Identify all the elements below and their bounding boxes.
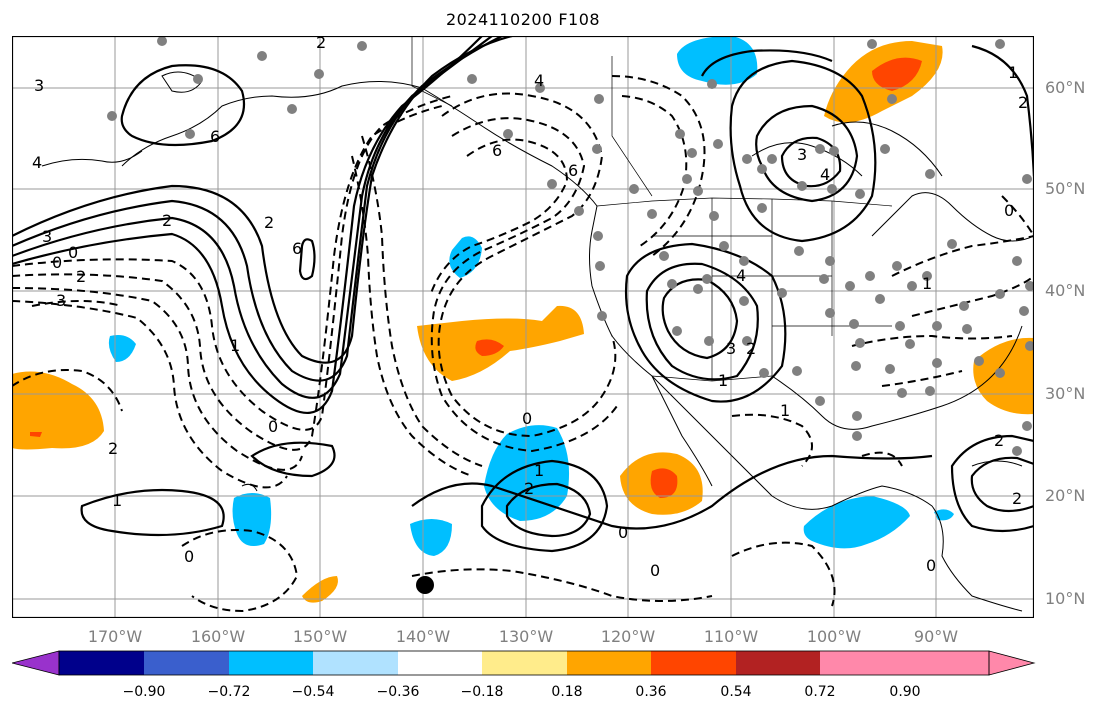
lat-label-50n: 50°N	[1045, 179, 1086, 198]
observation-dots	[107, 36, 1034, 456]
contour-label: 2	[994, 431, 1004, 450]
lon-label-140w: 140°W	[395, 627, 451, 646]
lat-label-60n: 60°N	[1045, 78, 1086, 97]
contour-label: 6	[210, 127, 220, 146]
shaded-anomaly-regions	[12, 36, 1034, 603]
contour-label: 3	[726, 339, 736, 358]
negative-anomaly	[484, 425, 570, 521]
lat-label-20n: 20°N	[1045, 486, 1086, 505]
coastlines	[41, 71, 1034, 612]
storm-center-marker	[416, 576, 434, 594]
colorbar-swatch	[736, 651, 820, 675]
lon-label-170w: 170°W	[87, 627, 143, 646]
contour-label: 4	[32, 153, 42, 172]
colorbar-tick: 0.18	[551, 684, 583, 700]
colorbar-tick: −0.90	[122, 684, 166, 700]
strong-positive-anomaly	[30, 432, 42, 437]
colorbar-tick: −0.72	[207, 684, 251, 700]
contour-label: 0	[522, 409, 532, 428]
negative-anomaly	[108, 335, 136, 362]
colorbar-tick: 0.90	[889, 684, 921, 700]
contour-label: 0	[1004, 201, 1014, 220]
contour-label: 2	[162, 211, 172, 230]
contour-label: 2	[108, 439, 118, 458]
contour-label: 2	[1018, 93, 1028, 112]
contour-label: 0	[650, 561, 660, 580]
political-boundaries	[411, 36, 893, 382]
positive-anomaly	[417, 305, 584, 381]
lon-label-100w: 100°W	[806, 627, 862, 646]
negative-anomaly	[410, 519, 452, 556]
contour-label: 2	[316, 36, 326, 52]
contour-label: 0	[618, 523, 628, 542]
colorbar-swatch	[651, 651, 736, 675]
contour-label: 3	[56, 291, 66, 310]
contour-label: 1	[112, 491, 122, 510]
colorbar-tick: 0.36	[635, 684, 667, 700]
contour-label: 0	[52, 253, 62, 272]
contour-label: 1	[230, 336, 240, 355]
colorbar-swatch	[59, 651, 144, 675]
contour-label: 1	[534, 461, 544, 480]
lon-label-130w: 130°W	[498, 627, 554, 646]
lat-label-40n: 40°N	[1045, 281, 1086, 300]
colorbar-extend-high	[988, 650, 1036, 676]
lon-label-160w: 160°W	[190, 627, 246, 646]
colorbar-tick: 0.72	[804, 684, 836, 700]
contour-label: 0	[926, 556, 936, 575]
contour-label: 1	[780, 401, 790, 420]
contour-label: 0	[184, 547, 194, 566]
contour-label: 3	[797, 145, 807, 164]
strong-positive-anomaly	[872, 57, 922, 91]
colorbar-tick: −0.18	[460, 684, 504, 700]
contour-label: 4	[820, 165, 830, 184]
colorbar-extend-low	[11, 650, 60, 676]
contour-label: 2	[1012, 489, 1022, 508]
contour-label: 2	[76, 267, 86, 286]
contour-label: 4	[736, 266, 746, 285]
contours-dashed	[12, 75, 1034, 613]
negative-anomaly	[232, 493, 272, 547]
contour-label: 0	[68, 243, 78, 262]
contour-label: 6	[568, 161, 578, 180]
negative-anomaly	[803, 496, 910, 549]
contours-solid	[12, 36, 1034, 553]
contour-label: 6	[492, 141, 502, 160]
lon-label-120w: 120°W	[600, 627, 656, 646]
colorbar-swatch	[820, 651, 905, 675]
colorbar-swatch	[313, 651, 398, 675]
map-title: 2024110200 F108	[445, 10, 601, 29]
strong-positive-anomaly	[475, 339, 504, 356]
map-panel: 3 4 6 2 3 0 2 3 0 2 1 0 1 2 2 6 4 6 3 4 …	[12, 36, 1034, 618]
lon-label-90w: 90°W	[913, 627, 959, 646]
contour-label: 3	[42, 227, 52, 246]
contour-label: 3	[34, 76, 44, 95]
contour-labels: 3 4 6 2 3 0 2 3 0 2 1 0 1 2 2 6 4 6 3 4 …	[32, 36, 1028, 580]
contour-label: 2	[524, 479, 534, 498]
colorbar-swatch	[567, 651, 651, 675]
lon-label-150w: 150°W	[292, 627, 348, 646]
strong-positive-anomaly	[650, 468, 678, 498]
contour-label: 1	[1008, 63, 1018, 82]
colorbar-swatch	[482, 651, 567, 675]
contour-label: 6	[292, 239, 302, 258]
colorbar-swatch	[398, 651, 482, 675]
contour-label: 4	[534, 71, 544, 90]
lat-label-10n: 10°N	[1045, 589, 1086, 608]
positive-anomaly	[12, 371, 104, 450]
colorbar-tick: −0.36	[376, 684, 420, 700]
contour-label: 0	[268, 417, 278, 436]
contour-label: 2	[264, 213, 274, 232]
lat-label-30n: 30°N	[1045, 384, 1086, 403]
colorbar-swatch	[905, 651, 989, 675]
colorbar-swatch	[229, 651, 313, 675]
contour-label: 2	[746, 339, 756, 358]
contour-label: 1	[922, 274, 932, 293]
colorbar-tick: 0.54	[720, 684, 752, 700]
colorbar-swatch	[144, 651, 229, 675]
colorbar-tick: −0.54	[291, 684, 335, 700]
contour-label: 1	[718, 371, 728, 390]
lon-label-110w: 110°W	[703, 627, 759, 646]
colorbar	[11, 650, 1036, 676]
